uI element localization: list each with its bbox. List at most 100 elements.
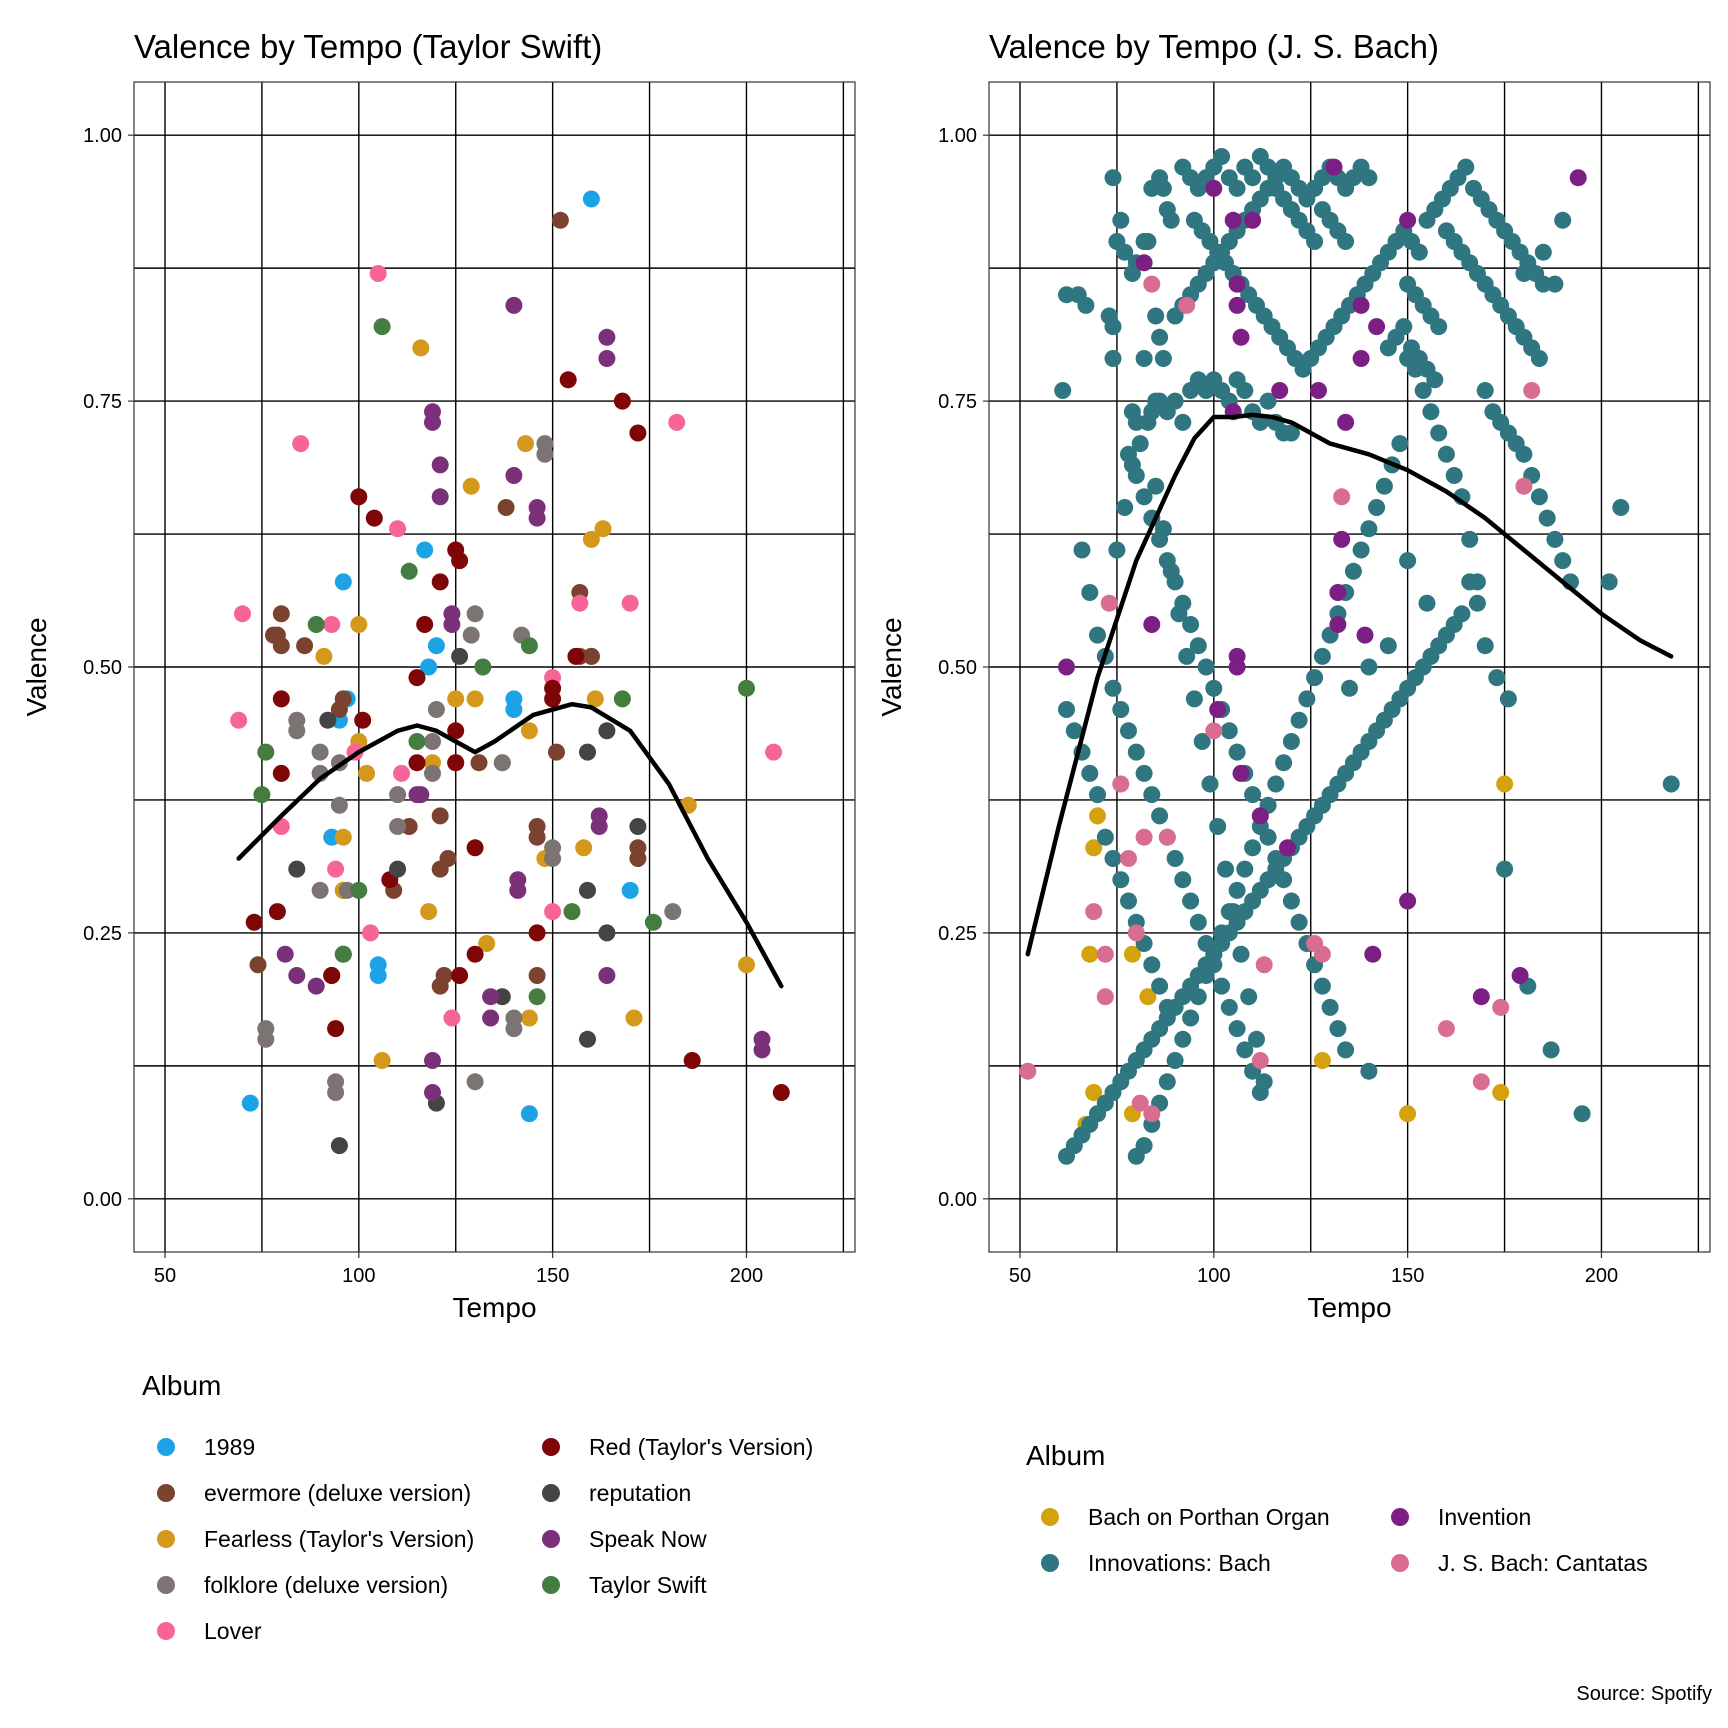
data-point	[644, 913, 662, 931]
data-point	[424, 733, 441, 750]
legend-label: evermore (deluxe version)	[204, 1480, 471, 1506]
legend-key	[1391, 1508, 1409, 1526]
data-point	[1217, 860, 1234, 878]
data-point	[1135, 350, 1153, 367]
data-point	[323, 967, 341, 984]
data-point	[1240, 988, 1258, 1006]
data-point	[1158, 1073, 1176, 1091]
data-point	[1306, 669, 1324, 687]
data-point	[1267, 850, 1285, 867]
data-point	[1143, 786, 1161, 804]
data-point	[1182, 892, 1200, 910]
data-point	[1089, 786, 1106, 804]
legend: Album 1989 evermore (deluxe version) Fearle…	[142, 1370, 813, 1644]
data-point	[1399, 1105, 1417, 1123]
data-point	[1085, 839, 1103, 857]
data-point	[1065, 722, 1083, 740]
data-point	[1422, 403, 1440, 421]
source-caption: Source: Spotify	[1576, 1683, 1712, 1705]
data-point	[571, 594, 589, 612]
data-point	[1174, 871, 1192, 889]
data-point	[373, 1052, 391, 1069]
data-point	[765, 743, 783, 761]
points	[230, 190, 790, 1155]
data-point	[1096, 945, 1114, 963]
data-point	[1135, 254, 1153, 272]
data-point	[683, 1052, 701, 1069]
data-point	[629, 818, 647, 835]
data-point	[1205, 956, 1223, 974]
data-point	[1612, 499, 1630, 516]
chart-title: Valence by Tempo (J. S. Bach)	[989, 28, 1439, 65]
data-point	[276, 945, 294, 963]
data-point	[1178, 647, 1196, 665]
data-point	[582, 190, 600, 208]
data-point	[389, 860, 407, 878]
data-point	[389, 520, 407, 538]
data-point	[598, 350, 616, 367]
data-point	[311, 743, 329, 761]
data-point	[613, 392, 631, 410]
data-point	[1220, 722, 1238, 740]
data-point	[1158, 828, 1176, 846]
legend-label: Speak Now	[589, 1526, 707, 1552]
data-point	[1228, 275, 1246, 293]
data-point	[1232, 764, 1250, 782]
data-point	[1290, 913, 1308, 931]
data-point	[738, 956, 755, 974]
legend-label: Innovations: Bach	[1088, 1550, 1271, 1576]
data-point	[598, 924, 616, 942]
data-point	[466, 605, 484, 623]
data-point	[1182, 1009, 1200, 1027]
data-point	[1554, 211, 1572, 229]
y-axis-title: Valence	[21, 617, 52, 716]
data-point	[1410, 243, 1428, 261]
data-point	[1600, 573, 1618, 591]
data-point	[334, 828, 352, 846]
data-point	[1197, 658, 1215, 676]
data-point	[420, 658, 438, 676]
data-point	[1313, 1052, 1331, 1069]
data-point	[1329, 584, 1347, 601]
data-point	[629, 850, 647, 867]
data-point	[373, 318, 391, 336]
points	[1019, 148, 1680, 1165]
data-point	[1120, 892, 1137, 910]
data-point	[1104, 679, 1122, 697]
data-point	[613, 690, 631, 708]
data-point	[1228, 881, 1246, 899]
legend: Album Bach on Porthan Organ Innovations: B…	[1026, 1440, 1648, 1576]
data-point	[625, 1009, 643, 1027]
data-point	[1352, 350, 1370, 367]
y-tick-label: 1.00	[938, 125, 977, 147]
data-point	[575, 839, 593, 857]
data-point	[1515, 265, 1533, 282]
data-point	[350, 488, 368, 506]
data-point	[582, 530, 600, 548]
data-point	[1352, 296, 1370, 314]
data-point	[272, 690, 290, 708]
data-point	[528, 924, 546, 942]
data-point	[1162, 211, 1180, 229]
data-point	[1073, 541, 1091, 559]
legend-label: J. S. Bach: Cantatas	[1438, 1550, 1648, 1576]
data-point	[1360, 1062, 1378, 1080]
data-point	[1228, 179, 1246, 197]
data-point	[350, 881, 368, 899]
data-point	[1313, 647, 1331, 665]
data-point	[1306, 233, 1324, 250]
y-tick-label: 0.75	[938, 391, 977, 413]
data-point	[520, 637, 538, 655]
data-point	[738, 679, 755, 697]
data-point	[307, 616, 325, 633]
data-point	[1058, 701, 1075, 718]
data-point	[1368, 318, 1386, 336]
data-point	[466, 839, 484, 857]
legend-title: Album	[142, 1370, 221, 1401]
grid	[989, 82, 1710, 1252]
data-point	[520, 722, 538, 740]
y-tick-label: 0.50	[938, 657, 977, 679]
data-point	[1313, 977, 1331, 995]
data-point	[1244, 211, 1262, 229]
data-point	[1236, 382, 1254, 399]
